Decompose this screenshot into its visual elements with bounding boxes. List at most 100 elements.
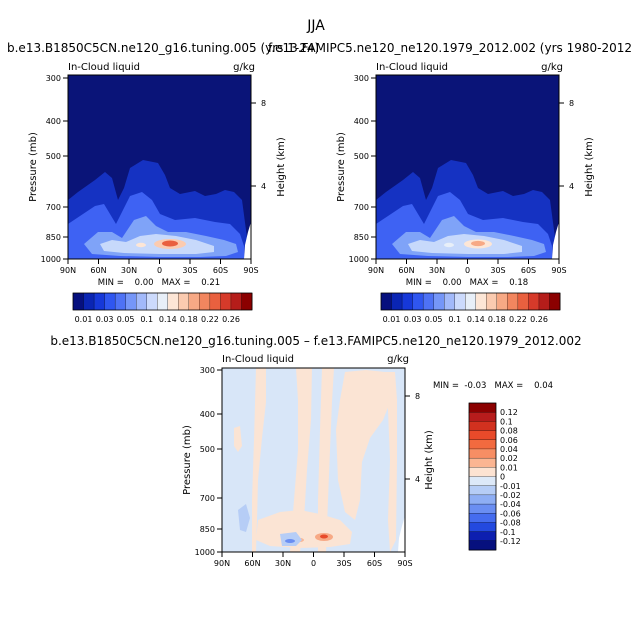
panel-2-colorbar-cell <box>528 292 540 311</box>
panel-3-field <box>222 368 405 552</box>
panel-1-right-axis-label: Height (km) <box>276 137 287 197</box>
panel-1-colorbar-cell <box>136 292 148 311</box>
panel-2-colorbar-cell <box>401 292 414 311</box>
panel-2-colorbar-label: 0.01 <box>383 315 401 324</box>
panel-1-y-axis-label: Pressure (mb) <box>28 132 39 202</box>
panel-1-colorbar-cell <box>125 292 137 311</box>
panel-3-colorbar-cell <box>468 457 497 468</box>
panel-2-x-axis: 90N 60N 30N 0 30S 60S 90S <box>368 259 567 275</box>
panel-3-colorbar-cell <box>468 421 497 432</box>
panel-3-colorbar-cells <box>468 402 497 551</box>
panel-3-positive-region <box>318 368 334 552</box>
panel-3-xtick-label: 60S <box>367 559 382 568</box>
panel-1-colorbar-label: 0.26 <box>222 315 240 324</box>
panel-1-ytick-label: 1000 <box>41 255 61 264</box>
panel-3-colorbar-cell <box>468 522 497 533</box>
panel-1-colorbar-label: 0.22 <box>201 315 219 324</box>
panel-1-colorbar-cell <box>199 292 211 311</box>
panel-3-colorbar-cell <box>468 430 497 441</box>
panel-1-colorbar-cell <box>220 292 232 311</box>
panel-1-xtick-label: 30S <box>182 266 197 275</box>
panel-1-xtick-label: 90N <box>60 266 76 275</box>
panel-3-colorbar-cell <box>468 402 497 413</box>
panel-2-ytick-label: 1000 <box>349 255 369 264</box>
panel-2-colorbar-cell <box>486 292 498 311</box>
panel-3-positive-region <box>234 426 242 452</box>
panel-3-colorbar-label: 0.1 <box>500 417 513 426</box>
panel-2-ytick-label: 300 <box>354 74 369 83</box>
panel-1-colorbar-cell <box>230 292 242 311</box>
panel-2-units-label: g/kg <box>541 62 563 73</box>
panel-2-colorbar-cell <box>454 292 466 311</box>
panel-3-colorbar-label: 0.06 <box>500 436 518 445</box>
panel-3-colorbar-cell <box>468 531 497 542</box>
panel-1-right-tick-label: 4 <box>261 182 266 191</box>
panel-1-colorbar-label: 0.01 <box>75 315 93 324</box>
panel-2-xtick-label: 90N <box>368 266 384 275</box>
panel-1-ytick-label: 300 <box>46 74 61 83</box>
panel-2-colorbar-cell <box>507 292 519 311</box>
panel-1-colorbar-label: 0.18 <box>180 315 198 324</box>
panel-1-right-tick-label: 8 <box>261 99 266 108</box>
panel-1-ytick-label: 400 <box>46 117 61 126</box>
panel-2-ytick-label: 850 <box>354 233 369 242</box>
panel-2-right-tick-label: 4 <box>569 182 574 191</box>
panel-3-colorbar-label: 0.12 <box>500 408 518 417</box>
panel-3-positive-region <box>336 370 391 520</box>
panel-3-colorbar-cell <box>468 467 497 477</box>
panel-1-colorbar-cell <box>93 292 106 311</box>
panel-1-field <box>68 75 251 259</box>
panel-2-colorbar: 0.01 0.03 0.05 0.1 0.14 0.18 0.22 0.26 <box>380 292 561 324</box>
panel-2-xtick-label: 0 <box>465 266 470 275</box>
panel-3-colorbar-label: -0.08 <box>500 519 521 528</box>
panel-2-colorbar-cell <box>380 292 392 311</box>
panel-1-right-axis: 8 4 Height (km) <box>251 99 287 197</box>
panel-1-colorbar-cell <box>72 292 84 311</box>
panel-2-field <box>376 75 559 259</box>
panel-3-ytick-label: 300 <box>200 366 215 375</box>
panel-3-positive-band <box>252 368 266 552</box>
panel-1-colorbar-cell <box>114 292 127 311</box>
panel-1-title: b.e13.B1850C5CN.ne120_g16.tuning.005 (yr… <box>7 41 319 55</box>
panel-2: f.e13.FAMIPC5.ne120_ne120.1979_2012.002 … <box>268 41 631 324</box>
panel-1-units-label: g/kg <box>233 62 255 73</box>
panel-2-ytick-label: 700 <box>354 203 369 212</box>
panel-3-colorbar-cell <box>468 494 497 505</box>
panel-1-xtick-label: 30N <box>121 266 137 275</box>
panel-2-xtick-label: 60N <box>398 266 414 275</box>
panel-1-colorbar-label: 0.14 <box>159 315 177 324</box>
panel-3-colorbar-cell <box>468 476 497 487</box>
panel-2-right-axis: 8 4 Height (km) <box>559 99 595 197</box>
panel-1-x-axis: 90N 60N 30N 0 30S 60S 90S <box>60 259 259 275</box>
panel-2-colorbar-cell <box>433 292 445 311</box>
panel-3-colorbar-label: -0.04 <box>500 500 521 509</box>
panel-3-colorbar-cell <box>468 503 497 514</box>
panel-3-negative-region <box>238 504 250 532</box>
panel-3-colorbar-cell <box>468 540 497 551</box>
panel-3-title: b.e13.B1850C5CN.ne120_g16.tuning.005 – f… <box>50 334 581 348</box>
panel-2-colorbar-cells <box>380 292 561 311</box>
panel-3-negative-min <box>285 539 295 543</box>
panel-2-ytick-label: 400 <box>354 117 369 126</box>
panel-3-colorbar-label: -0.06 <box>500 509 521 518</box>
panel-1-ytick-label: 700 <box>46 203 61 212</box>
panel-3-colorbar-label: 0.08 <box>500 427 518 436</box>
panel-2-colorbar-cell <box>391 292 403 311</box>
panel-2-title: f.e13.FAMIPC5.ne120_ne120.1979_2012.002 … <box>268 41 631 55</box>
panel-1-secondary-maximum <box>136 242 146 248</box>
panel-2-colorbar-cell <box>412 292 424 311</box>
panel-3-xtick-label: 30S <box>336 559 351 568</box>
panel-2-min-max: MIN = 0.00 MAX = 0.18 <box>406 278 528 288</box>
panel-1-maximum-core <box>162 240 178 247</box>
panel-2-colorbar-label: 0.14 <box>467 315 485 324</box>
panel-3: b.e13.B1850C5CN.ne120_g16.tuning.005 – f… <box>50 334 581 568</box>
panel-1: b.e13.B1850C5CN.ne120_g16.tuning.005 (yr… <box>7 41 319 324</box>
panel-3-ytick-label: 700 <box>200 494 215 503</box>
panel-3-right-tick-label: 8 <box>415 392 420 401</box>
panel-3-x-axis: 90N 60N 30N 0 30S 60S 90S <box>214 552 413 568</box>
panel-3-colorbar-frame <box>468 402 497 551</box>
panel-3-colorbar-label: -0.01 <box>500 482 521 491</box>
panel-1-colorbar: 0.01 0.03 0.05 0.1 0.14 0.18 0.22 0.26 <box>72 292 253 324</box>
panel-1-terrain-mask <box>244 222 251 259</box>
